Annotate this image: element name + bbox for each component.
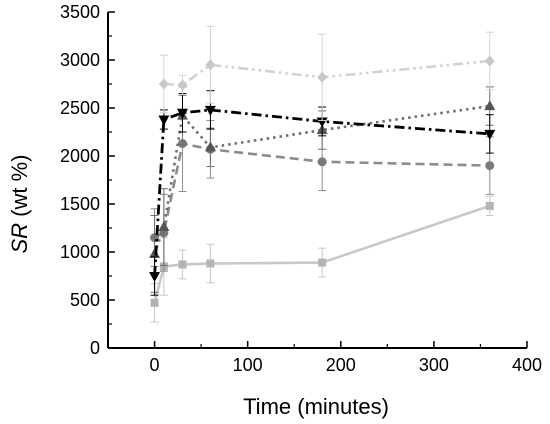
x-axis-title: Time (minutes) [243,394,389,419]
series-1 [151,196,494,322]
data-point [486,202,494,210]
data-point [158,116,169,126]
data-point [206,260,214,268]
data-point [485,161,494,170]
y-axis-title-unit: (wt %) [7,154,32,222]
data-point [317,72,327,83]
x-tick-label: 100 [233,355,263,375]
y-axis-title: SR (wt %) [7,154,32,253]
axes [108,12,527,348]
data-point [149,272,160,282]
y-tick-label: 3000 [60,50,100,70]
y-tick-label: 1500 [60,194,100,214]
y-axis-title-symbol: SR [7,223,32,254]
y-tick-label: 2500 [60,98,100,118]
data-point [177,79,187,90]
y-tick-label: 1000 [60,242,100,262]
data-point [318,157,327,166]
x-tick-label: 200 [326,355,356,375]
data-point [151,299,159,307]
data-point [484,100,495,110]
y-tick-label: 500 [70,290,100,310]
data-point [485,55,495,66]
y-ticks: 0 500 1000 1500 2000 2500 3000 3500 [60,2,115,358]
plot-area [149,26,495,322]
y-tick-label: 0 [90,338,100,358]
x-tick-label: 400 [512,355,542,375]
y-tick-label: 3500 [60,2,100,22]
y-tick-label: 2000 [60,146,100,166]
x-ticks: 0 100 200 300 400 [108,341,542,375]
x-tick-label: 300 [419,355,449,375]
data-point [318,259,326,267]
x-tick-label: 0 [150,355,160,375]
data-point [158,221,169,231]
data-point [178,260,186,268]
data-point [159,79,169,90]
